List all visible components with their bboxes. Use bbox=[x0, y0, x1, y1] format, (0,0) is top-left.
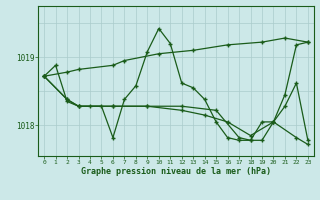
X-axis label: Graphe pression niveau de la mer (hPa): Graphe pression niveau de la mer (hPa) bbox=[81, 167, 271, 176]
